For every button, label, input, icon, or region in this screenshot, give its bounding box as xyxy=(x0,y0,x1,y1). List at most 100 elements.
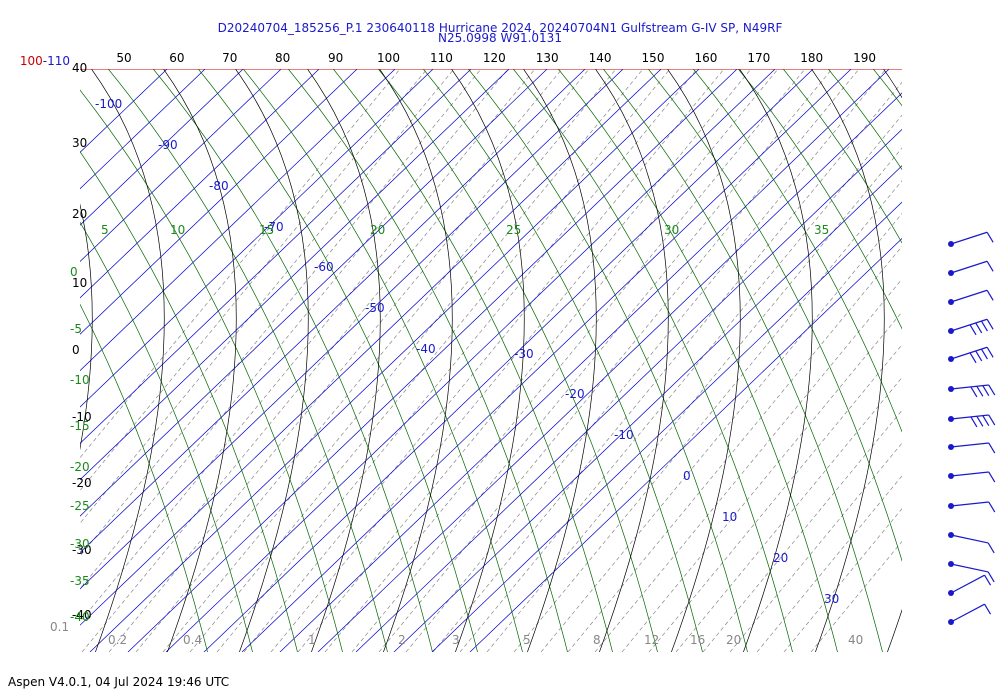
moist-adiabat-label: -35 xyxy=(70,574,90,588)
isotherm-label: 10 xyxy=(722,510,737,524)
wind-barb-staff xyxy=(950,603,985,623)
isotherm-line xyxy=(80,69,282,262)
mixing-ratio-label: 5 xyxy=(523,633,531,647)
moist-adiabat-curve xyxy=(422,69,703,652)
mixing-ratio-label: 12 xyxy=(644,633,659,647)
wind-barb-staff xyxy=(950,563,989,573)
isotherm-line xyxy=(80,69,472,444)
wind-barb xyxy=(948,231,994,247)
left-side-label: 10 xyxy=(72,276,87,290)
isotherm-label: -70 xyxy=(264,220,284,234)
wind-barb-feather xyxy=(986,231,994,243)
moist-adiabat-label: -25 xyxy=(70,499,90,513)
wind-barb-feather xyxy=(988,384,996,396)
moist-adiabat-label: 0 xyxy=(70,265,78,279)
chart-subtitle: N25.0998 W91.0131 xyxy=(438,31,562,45)
mixing-ratio-line xyxy=(297,69,779,652)
moist-adiabat-curve xyxy=(80,221,253,652)
wind-barb-feather xyxy=(988,471,996,483)
mixing-ratio-line xyxy=(189,69,671,652)
top-axis-tick: 190 xyxy=(853,51,876,65)
wind-barb-feather xyxy=(982,385,990,396)
isotherm-line xyxy=(80,69,396,372)
moist-adiabat-curve xyxy=(242,69,523,652)
isotherm-line xyxy=(279,69,890,652)
isotherm-line xyxy=(80,69,510,481)
dry-adiabat-curve xyxy=(80,203,93,451)
wind-barb-feather xyxy=(988,442,996,454)
isotherm-line xyxy=(80,69,244,226)
moist-adiabat-label: 15 xyxy=(259,223,274,237)
pressure-axis: 100-1102003004005006007008009001000 xyxy=(20,54,70,68)
moist-adiabat-label: -40 xyxy=(70,610,90,624)
mixing-ratio-label: 2 xyxy=(398,633,406,647)
wind-barb xyxy=(948,561,995,583)
top-axis-tick: 100 xyxy=(377,51,400,65)
isotherm-line xyxy=(393,165,902,652)
dry-adiabat-curve xyxy=(928,59,1000,700)
mixing-ratio-line xyxy=(486,147,902,652)
isotherm-label: 0 xyxy=(683,469,691,483)
isotherm-line xyxy=(127,69,738,652)
mixing-ratio-line xyxy=(648,344,902,652)
wind-barb xyxy=(948,442,996,454)
top-axis-tick: 140 xyxy=(589,51,612,65)
wind-barb-feather xyxy=(984,603,992,615)
moist-adiabat-curve xyxy=(602,69,883,652)
dry-adiabat-curve xyxy=(162,69,237,652)
wind-barb-staff xyxy=(950,289,988,303)
isotherm-line xyxy=(80,69,548,517)
wind-barb xyxy=(948,289,994,305)
mixing-ratio-label: 0.1 xyxy=(50,620,69,634)
mixing-ratio-line xyxy=(81,69,563,652)
wind-barb xyxy=(948,574,992,596)
wind-barb-feather xyxy=(984,574,992,586)
wind-barb-staff xyxy=(950,574,985,594)
moist-adiabat-label: 20 xyxy=(370,223,385,237)
moist-adiabat-label: -5 xyxy=(70,322,82,336)
wind-barb xyxy=(948,318,994,336)
mixing-ratio-line xyxy=(540,212,902,652)
moist-adiabat-curve xyxy=(197,69,478,652)
wind-barb-staff xyxy=(950,231,988,245)
isotherm-line xyxy=(317,92,902,652)
left-side-label: 0 xyxy=(72,343,80,357)
wind-barb-feather xyxy=(986,346,994,358)
wind-barb-feather xyxy=(986,318,994,330)
wind-barb-feather xyxy=(976,385,984,397)
isotherm-label: 20 xyxy=(773,551,788,565)
mixing-ratio-label: 40 xyxy=(848,633,863,647)
wind-barb-feather xyxy=(980,348,988,360)
wind-barb xyxy=(948,471,996,483)
wind-barb-feather xyxy=(987,542,995,554)
wind-barb-feather xyxy=(970,416,978,428)
left-side-label: 40 xyxy=(72,61,87,75)
moist-adiabat-label: 35 xyxy=(814,223,829,237)
isotherm-line xyxy=(89,69,700,652)
mixing-ratio-line xyxy=(80,69,455,524)
chart-title: D20240704_185256_P.1 230640118 Hurricane… xyxy=(217,21,783,35)
mixing-ratio-label: 0.2 xyxy=(108,633,127,647)
dry-adiabat-curve xyxy=(0,59,20,700)
moist-adiabat-label: 10 xyxy=(170,223,185,237)
mixing-ratio-line xyxy=(729,442,902,652)
moist-adiabat-curve xyxy=(827,69,902,171)
wind-barb-staff xyxy=(950,442,989,448)
isotherm-line xyxy=(80,69,434,408)
left-side-label: -20 xyxy=(72,476,92,490)
mixing-ratio-line xyxy=(513,180,902,652)
top-axis-tick: 120 xyxy=(483,51,506,65)
wind-barb xyxy=(948,532,995,554)
dry-adiabat-curve xyxy=(594,69,669,652)
moist-adiabat-curve xyxy=(107,69,388,652)
isotherm-line xyxy=(469,238,902,652)
wind-barb-feather xyxy=(986,260,994,272)
top-axis-tick: 130 xyxy=(536,51,559,65)
wind-barb xyxy=(948,501,996,513)
dry-adiabat-curve xyxy=(234,69,309,652)
isotherm-label: -60 xyxy=(314,260,334,274)
wind-barb-staff xyxy=(950,318,988,332)
dry-adiabat-curve xyxy=(378,69,453,652)
